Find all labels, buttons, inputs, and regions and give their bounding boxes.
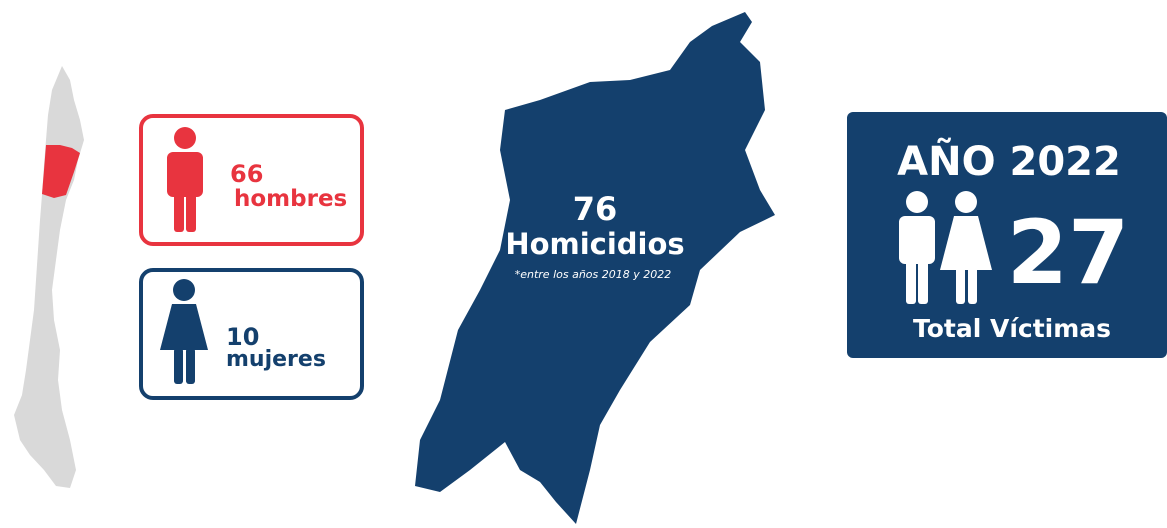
- region-map: [415, 12, 775, 524]
- year-count: 27: [1007, 201, 1129, 304]
- men-count: 66: [230, 160, 263, 188]
- region-highlight: [42, 145, 80, 198]
- chile-map: [14, 66, 84, 488]
- women-label: mujeres: [226, 347, 326, 372]
- year-title: AÑO 2022: [897, 137, 1121, 185]
- men-box: [139, 114, 364, 246]
- year-label: Total Víctimas: [913, 314, 1111, 343]
- women-box: [139, 268, 364, 400]
- men-label: hombres: [234, 186, 347, 212]
- center-note: *entre los años 2018 y 2022: [515, 268, 672, 281]
- people-icon: [899, 191, 992, 304]
- center-count: 76: [573, 190, 618, 228]
- women-count: 10: [226, 323, 259, 351]
- country-shape: [14, 66, 84, 488]
- center-label: Homicidios: [505, 227, 684, 261]
- woman-icon: [160, 279, 208, 384]
- man-icon: [167, 127, 203, 232]
